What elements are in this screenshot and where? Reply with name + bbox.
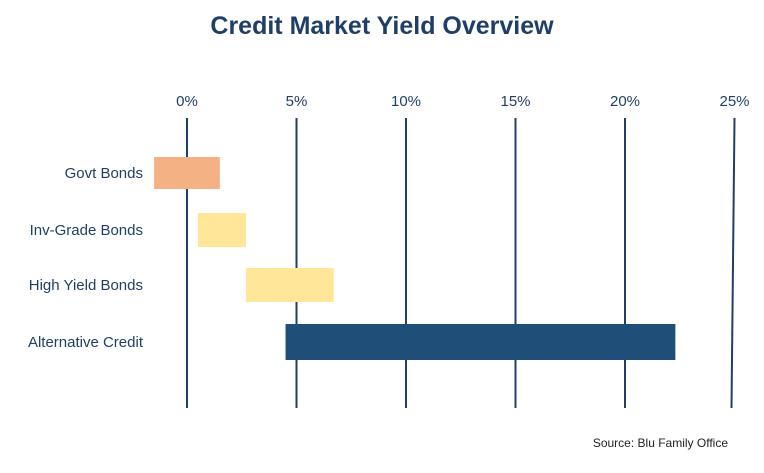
range-bar <box>285 324 676 360</box>
x-tick-label: 10% <box>391 93 421 110</box>
range-bars <box>154 157 676 360</box>
x-tick-label: 20% <box>610 93 640 110</box>
category-label: High Yield Bonds <box>29 277 143 294</box>
category-label: Govt Bonds <box>65 165 143 182</box>
category-label: Alternative Credit <box>28 334 144 351</box>
gridlines <box>186 117 736 409</box>
range-bar <box>154 157 220 189</box>
source-note: Source: Blu Family Office <box>592 436 728 450</box>
category-label: Inv-Grade Bonds <box>30 222 143 239</box>
range-bar <box>197 213 247 247</box>
range-bar <box>246 268 334 302</box>
x-tick-label: 15% <box>500 93 530 110</box>
category-labels: Govt Bonds Inv-Grade Bonds High Yield Bond… <box>28 165 144 351</box>
chart-title: Credit Market Yield Overview <box>210 12 554 40</box>
gridline <box>730 117 736 409</box>
x-tick-label: 25% <box>719 93 749 110</box>
x-tick-labels: 0% 5% 10% 15% 20% 25% <box>176 93 749 110</box>
x-tick-label: 0% <box>176 93 198 110</box>
x-tick-label: 5% <box>286 93 308 110</box>
